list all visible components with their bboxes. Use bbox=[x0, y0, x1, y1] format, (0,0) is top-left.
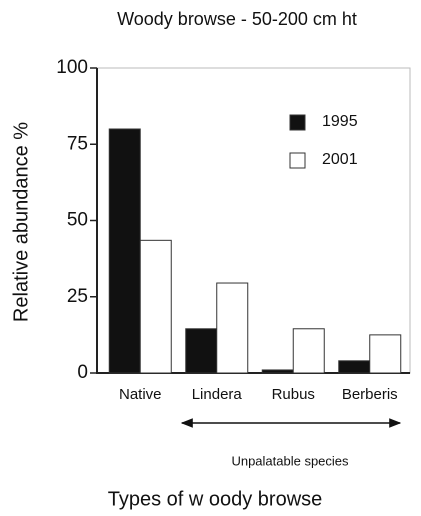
bar bbox=[369, 334, 402, 374]
bar bbox=[338, 360, 371, 374]
x-tick-label: Berberis bbox=[342, 386, 398, 403]
y-axis-label: Relative abundance % bbox=[10, 122, 32, 322]
y-tick-label: 0 bbox=[77, 362, 88, 383]
bar bbox=[108, 128, 141, 374]
bar bbox=[292, 328, 325, 374]
x-axis-label: Types of w oody browse bbox=[108, 488, 323, 510]
y-tick-label: 100 bbox=[56, 57, 88, 78]
legend-label: 2001 bbox=[322, 151, 358, 168]
chart-title: Woody browse - 50-200 cm ht bbox=[117, 9, 357, 29]
legend-swatch bbox=[289, 152, 306, 169]
bar bbox=[261, 369, 294, 374]
y-tick-label: 75 bbox=[67, 133, 88, 154]
bar bbox=[216, 282, 249, 374]
bar bbox=[139, 239, 172, 374]
x-tick-label: Lindera bbox=[192, 386, 243, 403]
legend-swatch bbox=[289, 114, 306, 131]
annotation: Unpalatable species bbox=[231, 453, 349, 468]
y-tick-label: 50 bbox=[67, 210, 88, 231]
x-tick-label: Native bbox=[119, 386, 162, 403]
x-tick-label: Rubus bbox=[272, 386, 315, 403]
y-tick-label: 25 bbox=[67, 286, 88, 307]
bar bbox=[185, 328, 218, 374]
legend-label: 1995 bbox=[322, 113, 358, 130]
